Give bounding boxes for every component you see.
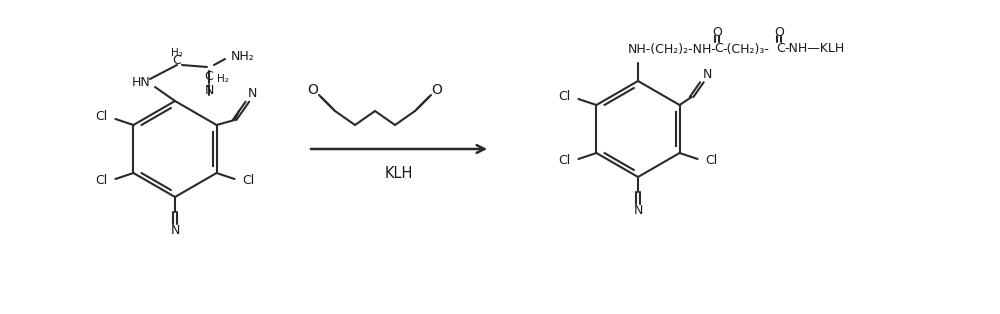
Text: N: N [633,204,643,218]
Text: -(CH₂)₃-: -(CH₂)₃- [722,42,769,56]
Text: Cl: Cl [558,90,571,104]
Text: Cl: Cl [95,111,108,123]
Text: N: N [170,225,180,237]
Text: -NH—KLH: -NH—KLH [784,42,844,56]
Text: KLH: KLH [385,166,413,181]
Text: O: O [712,25,722,39]
Text: N: N [248,87,257,100]
Text: NH-(CH₂)₂-NH-: NH-(CH₂)₂-NH- [628,42,717,56]
Text: H₂: H₂ [171,48,183,58]
Text: O: O [774,25,784,39]
Text: Cl: Cl [242,175,255,187]
Text: O: O [432,83,442,97]
Text: C: C [173,53,181,67]
Text: Cl: Cl [95,175,108,187]
Text: H₂: H₂ [217,74,229,84]
Text: C: C [714,42,723,56]
Text: C: C [776,42,785,56]
Text: NH₂: NH₂ [231,51,255,63]
Text: Cl: Cl [705,154,718,167]
Text: HN: HN [132,77,150,89]
Text: N: N [204,84,214,98]
Text: Cl: Cl [558,154,571,167]
Text: C: C [205,71,213,84]
Text: N: N [703,68,712,81]
Text: O: O [308,83,318,97]
